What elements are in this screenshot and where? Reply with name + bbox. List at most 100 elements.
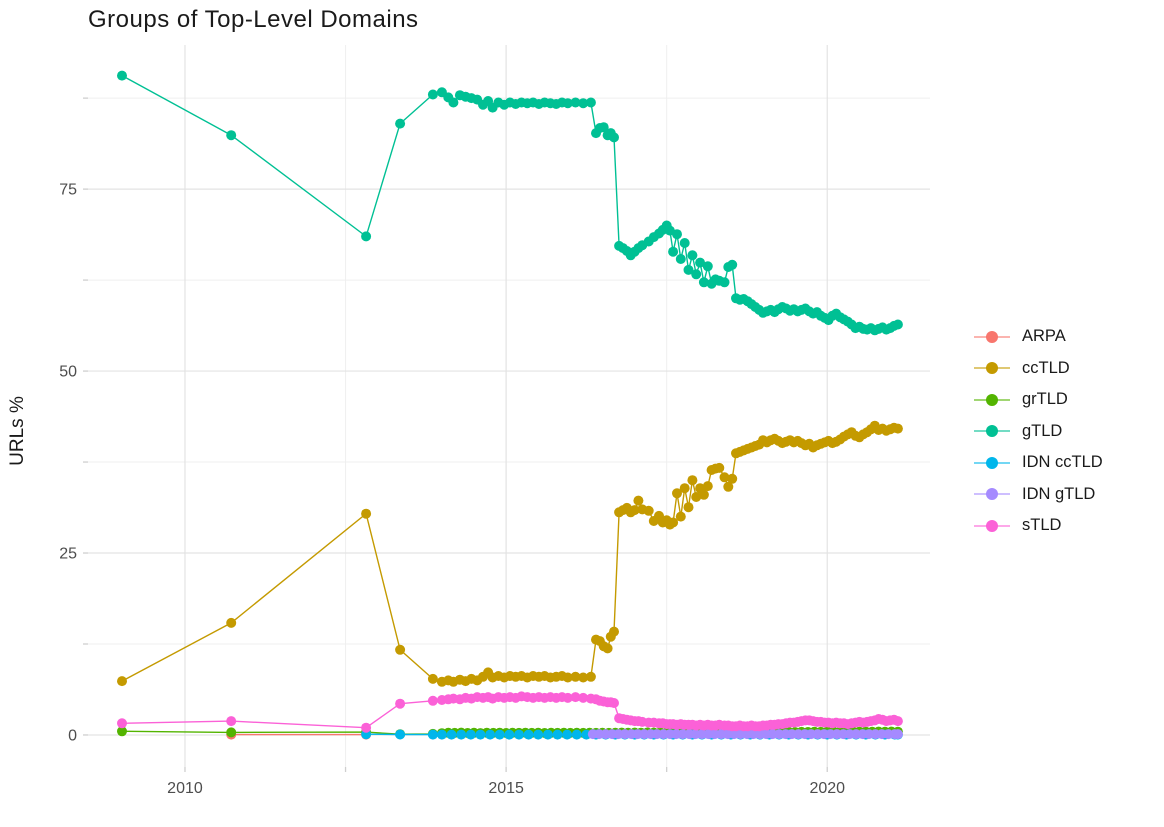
legend-label-idn-cctld: IDN ccTLD	[1022, 453, 1103, 472]
legend-label-arpa: ARPA	[1022, 327, 1066, 346]
series-cctld	[117, 420, 903, 687]
data-point-cctld	[723, 481, 734, 492]
data-point-idn-cctld	[494, 729, 505, 740]
series-stld	[117, 691, 903, 733]
legend-label-idn-gtld: IDN gTLD	[1022, 484, 1096, 503]
data-point-gtld	[687, 250, 698, 261]
series-line-cctld	[121, 424, 899, 683]
data-point-cctld	[562, 672, 573, 683]
data-point-idn-cctld	[533, 729, 544, 740]
series-arpa	[226, 729, 372, 740]
data-point-cctld	[585, 671, 596, 682]
legend-item-arpa: ARPA	[972, 321, 1103, 353]
legend-label-gtld: gTLD	[1022, 421, 1063, 440]
data-point-gtld	[361, 231, 372, 242]
data-point-cctld	[675, 511, 686, 522]
legend-key-icon-idn-gtld	[972, 484, 1012, 504]
data-point-gtld	[117, 70, 127, 81]
y-tick-label: 75	[59, 182, 77, 199]
data-point-cctld	[633, 495, 644, 506]
data-point-gtld	[691, 269, 702, 280]
data-point-cctld	[668, 517, 679, 528]
data-point-cctld	[672, 488, 682, 499]
data-point-gtld	[578, 98, 589, 109]
chart-title: Groups of Top-Level Domains	[88, 6, 419, 33]
data-point-cctld	[698, 489, 709, 500]
data-point-stld	[395, 698, 406, 709]
data-point-gtld	[570, 97, 581, 108]
legend-key-dot	[986, 330, 998, 343]
data-point-gtld	[892, 319, 903, 330]
data-point-cctld	[427, 673, 438, 684]
data-point-gtld	[683, 264, 694, 275]
data-point-idn-cctld	[446, 729, 457, 740]
legend-key-icon-grtld	[972, 390, 1012, 410]
data-point-stld	[427, 695, 438, 706]
data-point-cctld	[629, 505, 640, 516]
data-point-stld	[609, 698, 619, 708]
legend-key-icon-stld	[972, 516, 1012, 536]
series-line-gtld	[121, 74, 899, 332]
data-point-gtld	[448, 97, 459, 108]
legend-key-dot	[986, 519, 998, 532]
data-point-gtld	[598, 122, 609, 133]
data-point-stld	[117, 718, 127, 729]
data-point-gtld	[585, 97, 596, 108]
y-tick-label: 0	[68, 727, 77, 744]
legend-key-dot	[986, 393, 998, 406]
legend-item-idn-gtld: IDN gTLD	[972, 479, 1103, 511]
data-point-cctld	[727, 473, 738, 484]
data-point-idn-cctld	[514, 729, 524, 740]
data-point-stld	[361, 722, 372, 733]
data-point-gtld	[698, 277, 709, 288]
data-point-idn-cctld	[485, 729, 496, 740]
data-point-gtld	[679, 238, 690, 248]
data-point-stld	[892, 716, 903, 727]
legend-key-dot	[986, 456, 998, 469]
x-tick-label: 2010	[167, 780, 203, 797]
data-point-gtld	[562, 98, 573, 109]
data-point-gtld	[675, 254, 686, 264]
y-tick-label: 50	[59, 364, 77, 381]
data-point-stld	[570, 692, 581, 703]
data-point-gtld	[226, 130, 237, 141]
x-tick-label: 2020	[809, 780, 845, 797]
data-point-idn-cctld	[465, 729, 476, 740]
series-idn-gtld	[587, 729, 903, 740]
legend-label-cctld: ccTLD	[1022, 358, 1070, 377]
legend-item-cctld: ccTLD	[972, 353, 1103, 385]
data-point-grtld	[226, 727, 237, 738]
data-point-grtld	[117, 726, 127, 737]
data-point-gtld	[395, 118, 406, 129]
legend-label-stld: sTLD	[1022, 516, 1062, 535]
data-point-cctld	[602, 643, 613, 654]
legend-item-idn-cctld: IDN ccTLD	[972, 447, 1103, 479]
data-point-gtld	[719, 277, 730, 288]
data-point-cctld	[683, 502, 694, 513]
data-point-cctld	[117, 676, 127, 687]
data-point-idn-cctld	[571, 729, 582, 740]
legend-key-icon-cctld	[972, 358, 1012, 378]
legend-item-grtld: grTLD	[972, 384, 1103, 416]
data-point-cctld	[570, 671, 581, 682]
legend-label-grtld: grTLD	[1022, 390, 1068, 409]
data-point-stld	[226, 716, 237, 727]
data-point-cctld	[687, 475, 698, 486]
data-point-cctld	[691, 492, 702, 502]
data-point-idn-cctld	[542, 729, 553, 740]
data-point-idn-cctld	[395, 729, 406, 740]
legend-key-icon-gtld	[972, 421, 1012, 441]
data-point-idn-cctld	[523, 729, 534, 740]
data-point-gtld	[668, 246, 679, 257]
legend-item-gtld: gTLD	[972, 416, 1103, 448]
data-point-cctld	[702, 481, 713, 492]
data-point-gtld	[672, 229, 682, 240]
data-point-cctld	[226, 617, 237, 628]
legend-key-dot	[986, 362, 998, 375]
data-point-idn-cctld	[456, 729, 467, 740]
data-point-cctld	[609, 626, 619, 637]
data-point-gtld	[727, 259, 738, 270]
data-point-idn-cctld	[552, 729, 563, 740]
data-point-idn-cctld	[475, 729, 486, 740]
